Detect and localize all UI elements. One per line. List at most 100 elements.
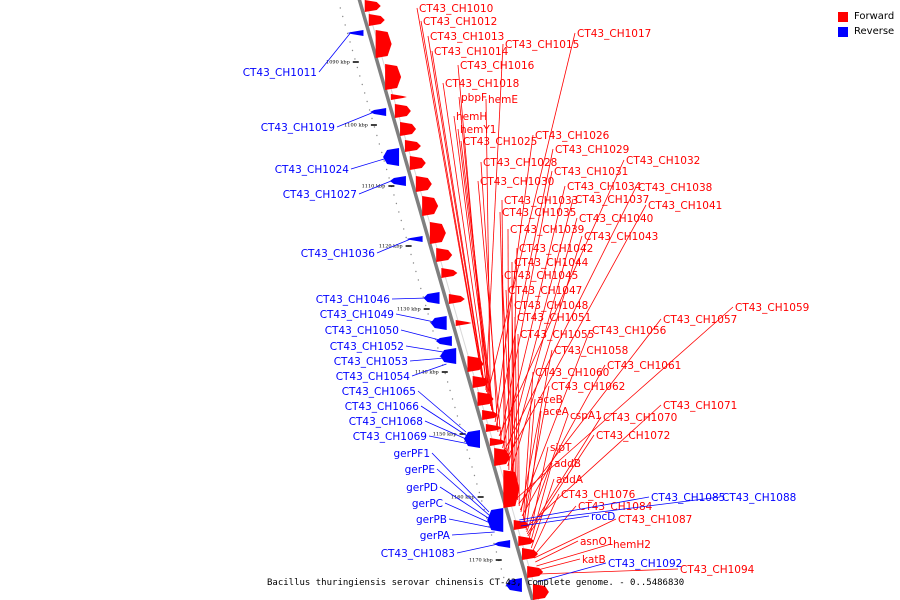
reverse-gene-label-ct43-ch1088[interactable]: CT43_CH1088 [722, 492, 796, 504]
forward-gene-label-heme[interactable]: hemE [488, 94, 518, 106]
forward-gene-label-ct43-ch1035[interactable]: CT43_CH1035 [502, 207, 576, 219]
forward-gene-label-ct43-ch1045[interactable]: CT43_CH1045 [504, 270, 578, 282]
reverse-gene-label-gerpd[interactable]: gerPD [406, 482, 438, 494]
reverse-gene-label-gerpe[interactable]: gerPE [405, 464, 435, 476]
forward-gene-label-acea[interactable]: aceA [543, 406, 570, 418]
forward-gene-label-ct43-ch1060[interactable]: CT43_CH1060 [535, 367, 609, 379]
forward-gene-label-ct43-ch1057[interactable]: CT43_CH1057 [663, 314, 737, 326]
forward-gene-label-hemh[interactable]: hemH [456, 111, 487, 123]
forward-gene-label-pbpf[interactable]: pbpF [461, 92, 487, 104]
reverse-gene-label-ct43-ch1036[interactable]: CT43_CH1036 [301, 248, 376, 260]
forward-gene-label-ct43-ch1029[interactable]: CT43_CH1029 [555, 144, 629, 156]
forward-gene-label-ct43-ch1071[interactable]: CT43_CH1071 [663, 400, 737, 412]
forward-gene-label-adda[interactable]: addA [556, 474, 584, 486]
forward-gene-label-katb[interactable]: katB [582, 554, 606, 566]
reverse-gene-label-ct43-ch1046[interactable]: CT43_CH1046 [316, 294, 391, 306]
forward-gene-label-ct43-ch1028[interactable]: CT43_CH1028 [483, 157, 557, 169]
forward-gene-label-ct43-ch1025[interactable]: CT43_CH1025 [463, 136, 537, 148]
track-dot [503, 576, 505, 579]
forward-gene-label-ct43-ch1047[interactable]: CT43_CH1047 [508, 285, 582, 297]
forward-gene-label-ct43-ch1070[interactable]: CT43_CH1070 [603, 412, 677, 424]
forward-gene-label-ct43-ch1014[interactable]: CT43_CH1014 [434, 46, 509, 58]
forward-gene-label-ct43-ch1026[interactable]: CT43_CH1026 [535, 130, 610, 142]
forward-gene-label-ct43-ch1059[interactable]: CT43_CH1059 [735, 302, 809, 314]
reverse-gene-label-ct43-ch1066[interactable]: CT43_CH1066 [345, 401, 420, 413]
track-dot [339, 7, 341, 9]
forward-gene-label-ct43-ch1010[interactable]: CT43_CH1010 [419, 3, 493, 15]
forward-gene-label-ct43-ch1042[interactable]: CT43_CH1042 [519, 243, 593, 255]
reverse-gene-label-ct43-ch1068[interactable]: CT43_CH1068 [349, 416, 423, 428]
reverse-gene-label-ct43-ch1083[interactable]: CT43_CH1083 [381, 548, 455, 560]
forward-gene-label-ct43-ch1034[interactable]: CT43_CH1034 [567, 181, 642, 193]
reverse-gene-connector [431, 452, 490, 513]
forward-gene-label-ct43-ch1062[interactable]: CT43_CH1062 [551, 381, 625, 393]
forward-gene-label-ct43-ch1084[interactable]: CT43_CH1084 [578, 501, 653, 513]
forward-gene-label-ct43-ch1016[interactable]: CT43_CH1016 [460, 60, 535, 72]
forward-gene-connector [477, 180, 502, 445]
forward-gene-label-addb[interactable]: addB [554, 458, 581, 470]
reverse-gene-label-ct43-ch1050[interactable]: CT43_CH1050 [325, 325, 399, 337]
forward-gene-label-ct43-ch1055[interactable]: CT43_CH1055 [520, 329, 594, 341]
forward-gene-label-ct43-ch1072[interactable]: CT43_CH1072 [596, 430, 670, 442]
forward-gene-label-ct43-ch1076[interactable]: CT43_CH1076 [561, 489, 636, 501]
forward-gene-label-aceb[interactable]: aceB [537, 394, 563, 406]
forward-gene-label-ct43-ch1017[interactable]: CT43_CH1017 [577, 28, 651, 40]
forward-gene-label-sipt[interactable]: sipT [550, 442, 572, 454]
forward-gene-connector [485, 98, 491, 407]
reverse-gene-label-ct43-ch1053[interactable]: CT43_CH1053 [334, 356, 408, 368]
track-dot [427, 313, 429, 315]
track-dot [349, 41, 351, 43]
forward-gene-label-ct43-ch1044[interactable]: CT43_CH1044 [514, 257, 589, 269]
reverse-gene-label-ct43-ch1049[interactable]: CT43_CH1049 [320, 309, 394, 321]
forward-gene-label-ct43-ch1039[interactable]: CT43_CH1039 [510, 224, 584, 236]
reverse-gene-label-ct43-ch1085[interactable]: CT43_CH1085 [651, 492, 725, 504]
reverse-gene-connector [391, 297, 428, 300]
reverse-gene-label-ct43-ch1011[interactable]: CT43_CH1011 [243, 67, 317, 79]
track-dot [471, 466, 473, 468]
track-dot [500, 568, 503, 570]
reverse-gene-label-rocd[interactable]: rocD [591, 511, 615, 523]
forward-gene-label-hemy1[interactable]: hemY1 [460, 124, 496, 136]
forward-gene-label-ct43-ch1015[interactable]: CT43_CH1015 [505, 39, 579, 51]
reverse-gene-label-gerpf1[interactable]: gerPF1 [394, 448, 431, 460]
reverse-gene-label-gerpc[interactable]: gerPC [412, 498, 443, 510]
forward-gene-label-ct43-ch1051[interactable]: CT43_CH1051 [517, 312, 591, 324]
reverse-gene-label-ct43-ch1024[interactable]: CT43_CH1024 [275, 164, 350, 176]
forward-gene-label-ct43-ch1013[interactable]: CT43_CH1013 [430, 31, 504, 43]
reverse-gene-label-ct43-ch1069[interactable]: CT43_CH1069 [353, 431, 427, 443]
forward-gene-label-ct43-ch1041[interactable]: CT43_CH1041 [648, 200, 722, 212]
forward-gene-label-asno1[interactable]: asnO1 [580, 536, 614, 548]
forward-gene-label-ct43-ch1031[interactable]: CT43_CH1031 [554, 166, 628, 178]
forward-gene-label-hemh2[interactable]: hemH2 [613, 539, 651, 551]
forward-gene-label-cspa1[interactable]: cspA1 [570, 410, 602, 422]
forward-gene-label-ct43-ch1061[interactable]: CT43_CH1061 [607, 360, 681, 372]
reverse-gene-label-gerpa[interactable]: gerPA [420, 530, 451, 542]
forward-gene-connector [525, 404, 662, 529]
reverse-gene-label-ct43-ch1019[interactable]: CT43_CH1019 [261, 122, 335, 134]
forward-gene-label-ct43-ch1037[interactable]: CT43_CH1037 [575, 194, 649, 206]
forward-gene-label-ct43-ch1030[interactable]: CT43_CH1030 [480, 176, 554, 188]
track-dot [388, 177, 390, 179]
forward-gene-label-ct43-ch1038[interactable]: CT43_CH1038 [638, 182, 712, 194]
forward-gene-connector [505, 289, 516, 491]
forward-gene-block [448, 294, 465, 304]
forward-gene-label-ct43-ch1058[interactable]: CT43_CH1058 [554, 345, 628, 357]
reverse-gene-label-gerpb[interactable]: gerPB [416, 514, 447, 526]
forward-gene-label-ct43-ch1012[interactable]: CT43_CH1012 [423, 16, 497, 28]
forward-gene-label-ct43-ch1056[interactable]: CT43_CH1056 [592, 325, 667, 337]
reverse-gene-label-ct43-ch1065[interactable]: CT43_CH1065 [342, 386, 416, 398]
reverse-gene-label-ct43-ch1052[interactable]: CT43_CH1052 [330, 341, 404, 353]
forward-gene-label-ct43-ch1043[interactable]: CT43_CH1043 [584, 231, 658, 243]
forward-gene-label-ct43-ch1087[interactable]: CT43_CH1087 [618, 514, 692, 526]
forward-gene-label-ct43-ch1033[interactable]: CT43_CH1033 [504, 195, 578, 207]
reverse-gene-label-ct43-ch1027[interactable]: CT43_CH1027 [283, 189, 357, 201]
forward-gene-label-ct43-ch1094[interactable]: CT43_CH1094 [680, 564, 755, 576]
track-dot [490, 534, 493, 536]
reverse-gene-label-ct43-ch1092[interactable]: CT43_CH1092 [608, 558, 682, 570]
reverse-gene-label-ct43-ch1054[interactable]: CT43_CH1054 [336, 371, 411, 383]
forward-gene-label-ct43-ch1048[interactable]: CT43_CH1048 [514, 300, 588, 312]
forward-gene-label-ct43-ch1040[interactable]: CT43_CH1040 [579, 213, 653, 225]
track-dot [400, 219, 402, 222]
forward-gene-label-ct43-ch1032[interactable]: CT43_CH1032 [626, 155, 700, 167]
forward-gene-label-ct43-ch1018[interactable]: CT43_CH1018 [445, 78, 519, 90]
